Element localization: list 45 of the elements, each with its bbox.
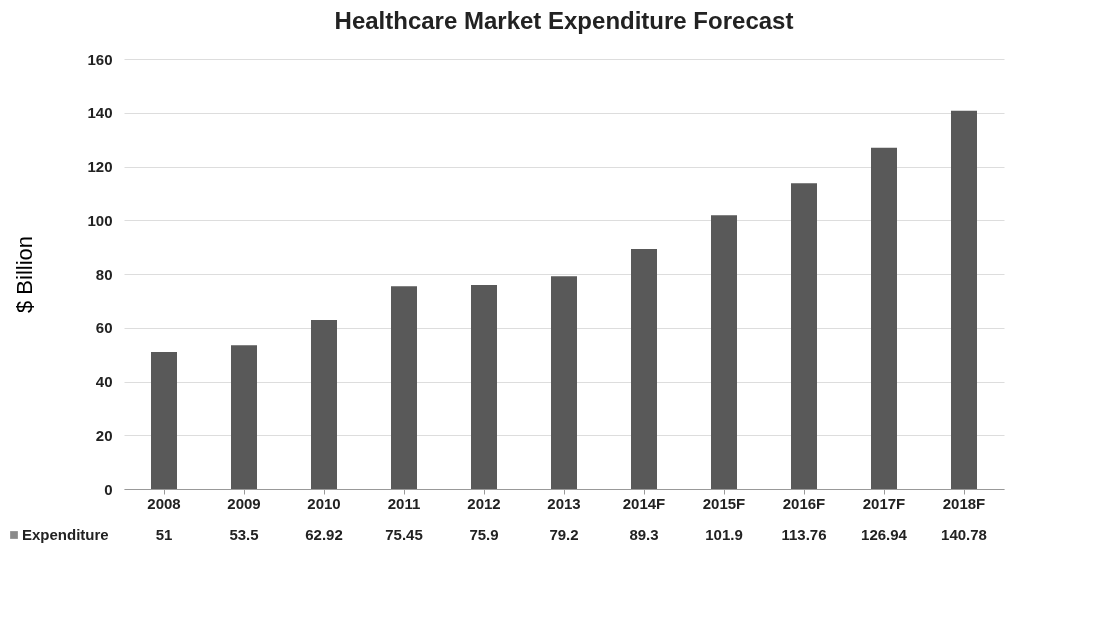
- data-label: 140.78: [941, 526, 987, 543]
- y-tick-label: 0: [104, 480, 113, 498]
- data-label: 89.3: [629, 526, 659, 543]
- legend-label: Expenditure: [22, 526, 109, 543]
- data-label: 51: [155, 526, 173, 543]
- x-tick-label: 2016F: [782, 494, 826, 512]
- x-tick-label: 2008: [147, 494, 181, 512]
- y-tick-label: 80: [95, 265, 113, 283]
- bar: [311, 319, 337, 489]
- data-label: 75.9: [469, 526, 499, 543]
- data-label: 101.9: [705, 526, 743, 543]
- x-tick-label: 2015F: [702, 494, 746, 512]
- bar: [391, 286, 417, 489]
- x-tick-label: 2012: [467, 494, 501, 512]
- bar: [631, 249, 657, 489]
- bar: [871, 147, 897, 489]
- bar: [551, 276, 577, 489]
- y-tick-label: 160: [87, 50, 113, 68]
- x-tick-label: 2011: [387, 494, 421, 512]
- x-tick-label: 2017F: [862, 494, 906, 512]
- x-tick-label: 2018F: [942, 494, 986, 512]
- bar: [711, 215, 737, 489]
- bar: [151, 351, 177, 489]
- y-axis-title: $ Billion: [12, 235, 38, 314]
- data-label: 126.94: [861, 526, 908, 543]
- data-label: 53.5: [229, 526, 259, 543]
- bar: [791, 183, 817, 489]
- bar: [951, 110, 977, 489]
- y-tick-label: 100: [87, 211, 113, 229]
- data-label: 79.2: [549, 526, 579, 543]
- y-tick-label: 140: [87, 104, 113, 122]
- x-tick-label: 2009: [227, 494, 261, 512]
- chart-title: Healthcare Market Expenditure Forecast: [334, 7, 794, 34]
- bar: [231, 345, 257, 489]
- data-label: 62.92: [305, 526, 343, 543]
- y-tick-label: 120: [87, 158, 113, 175]
- y-tick-label: 60: [95, 319, 113, 337]
- x-tick-label: 2010: [307, 494, 341, 512]
- data-label: 113.76: [781, 526, 827, 543]
- y-tick-label: 20: [95, 426, 113, 444]
- x-tick-label: 2014F: [622, 494, 666, 512]
- data-label: 75.45: [385, 526, 423, 543]
- bar: [471, 285, 497, 489]
- y-tick-label: 40: [95, 373, 113, 390]
- x-tick-label: 2013: [547, 494, 581, 512]
